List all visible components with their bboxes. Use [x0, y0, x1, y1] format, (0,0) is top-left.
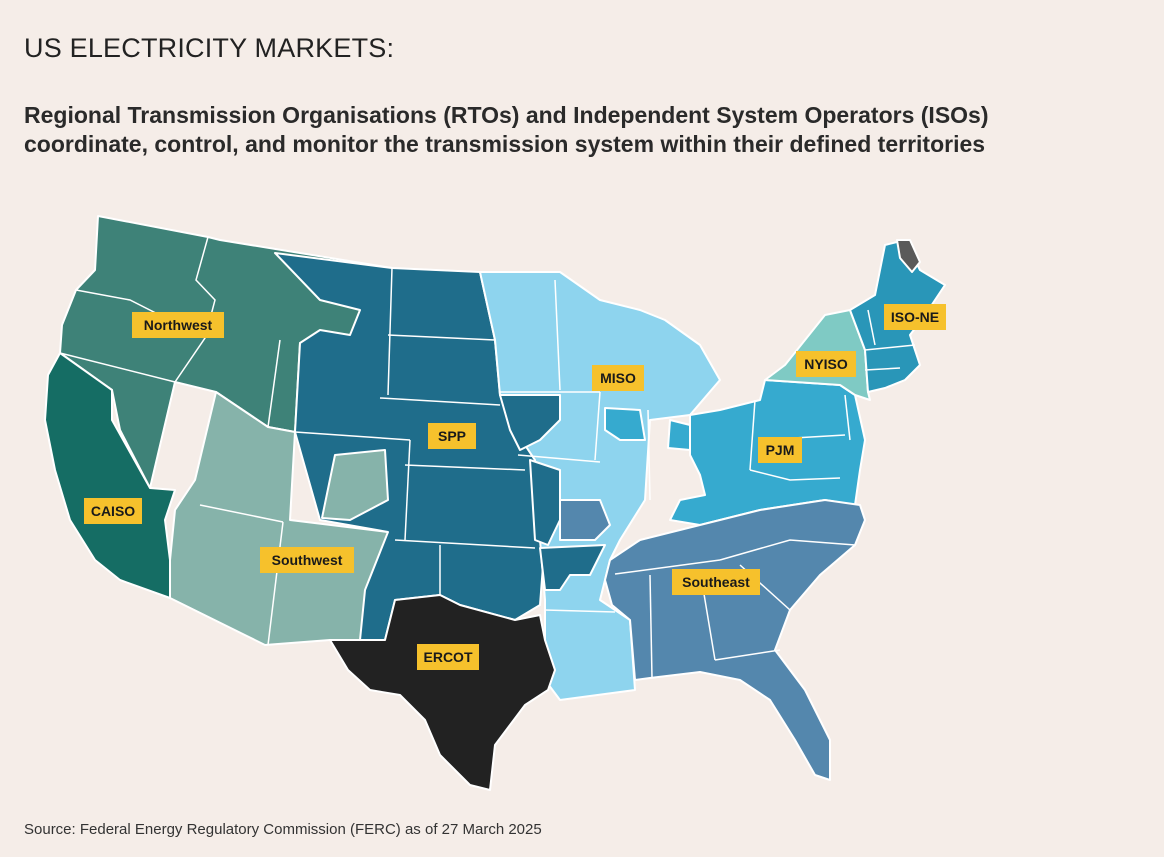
label-isone-text: ISO-NE — [891, 309, 939, 325]
region-caiso-shape — [44, 352, 176, 599]
region-miso — [479, 271, 721, 701]
region-southeast-shape — [604, 499, 866, 781]
label-spp: SPP — [428, 423, 476, 449]
label-southeast-text: Southeast — [682, 574, 750, 590]
label-ercot-text: ERCOT — [424, 649, 473, 665]
page-title: US ELECTRICITY MARKETS: — [24, 33, 395, 63]
page-subtitle: Regional Transmission Organisations (RTO… — [24, 102, 989, 157]
label-pjm-text: PJM — [766, 442, 795, 458]
label-northwest: Northwest — [132, 312, 224, 338]
region-ercot-shape — [329, 594, 556, 791]
label-nyiso: NYISO — [796, 351, 856, 377]
label-nyiso-text: NYISO — [804, 356, 848, 372]
label-southeast: Southeast — [672, 569, 760, 595]
label-miso: MISO — [592, 365, 644, 391]
label-pjm: PJM — [758, 437, 802, 463]
label-caiso-text: CAISO — [91, 503, 135, 519]
label-ercot: ERCOT — [417, 644, 479, 670]
label-southwest: Southwest — [260, 547, 354, 573]
region-ercot — [329, 594, 556, 791]
region-caiso — [44, 352, 176, 599]
label-northwest-text: Northwest — [144, 317, 213, 333]
label-spp-text: SPP — [438, 428, 466, 444]
label-miso-text: MISO — [600, 370, 636, 386]
region-spp — [274, 252, 546, 641]
source-note: Source: Federal Energy Regulatory Commis… — [24, 821, 542, 838]
us-electricity-market-map: Northwest CAISO Southwest SPP MISO PJM N… — [44, 215, 946, 791]
label-caiso: CAISO — [84, 498, 142, 524]
label-isone: ISO-NE — [884, 304, 946, 330]
label-southwest-text: Southwest — [272, 552, 343, 568]
region-southeast — [604, 499, 866, 781]
